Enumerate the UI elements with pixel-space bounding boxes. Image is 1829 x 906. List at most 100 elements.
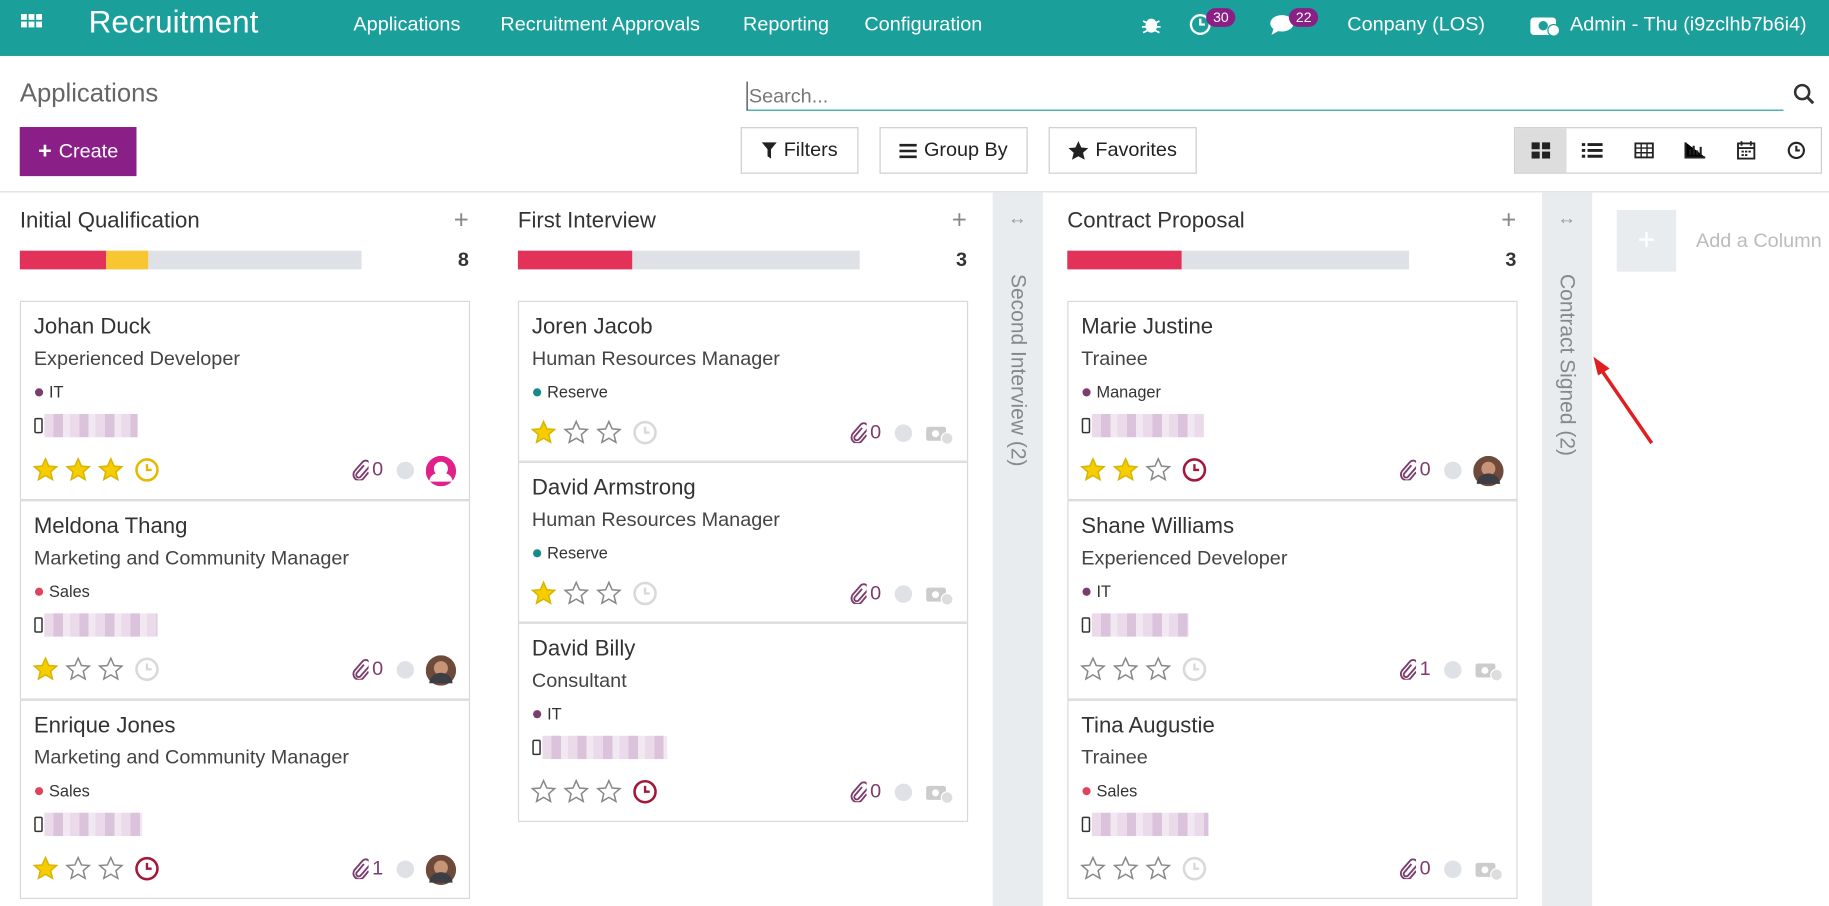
star[interactable] xyxy=(563,580,590,607)
tag: IT xyxy=(1096,581,1111,601)
group-by-button[interactable]: Group By xyxy=(879,127,1028,174)
star[interactable] xyxy=(32,855,59,882)
star[interactable] xyxy=(530,419,557,446)
applicant-name: Shane Williams xyxy=(1081,514,1235,539)
applicant-card[interactable]: Meldona Thang Marketing and Community Man… xyxy=(19,500,471,700)
star[interactable] xyxy=(1080,656,1106,682)
blurred-phone xyxy=(1091,812,1209,837)
applicant-card[interactable]: Enrique Jones Marketing and Community Man… xyxy=(19,699,471,900)
add-column-label[interactable]: Add a Column xyxy=(1696,229,1822,252)
avatar xyxy=(924,419,954,449)
calendar-view[interactable] xyxy=(1721,128,1772,172)
state-dot[interactable] xyxy=(396,860,415,879)
paperclip-icon xyxy=(1399,459,1417,481)
list-view[interactable] xyxy=(1567,128,1618,172)
message-icon[interactable] xyxy=(1269,13,1297,36)
star[interactable] xyxy=(596,580,622,607)
applicant-card[interactable]: Shane Williams Experienced Developer IT 1 xyxy=(1067,500,1518,700)
applicant-card[interactable]: Tina Augustie Trainee Sales 0 xyxy=(1067,699,1518,900)
star[interactable] xyxy=(530,778,557,805)
applicant-name: Meldona Thang xyxy=(33,514,188,539)
menu[interactable]: Configuration xyxy=(864,12,983,35)
state-dot[interactable] xyxy=(1444,860,1462,879)
filters-label: Filters xyxy=(783,138,838,161)
apps-icon[interactable] xyxy=(20,13,42,35)
activity-clock xyxy=(1182,457,1208,483)
avatar xyxy=(425,854,457,886)
star[interactable] xyxy=(32,656,59,682)
activity-clock xyxy=(1182,856,1208,882)
activity-view[interactable] xyxy=(1772,128,1821,172)
star[interactable] xyxy=(97,656,124,682)
star[interactable] xyxy=(596,778,622,805)
applicant-card[interactable]: Johan Duck Experienced Developer IT 0 xyxy=(19,300,471,501)
favorites-button[interactable]: Favorites xyxy=(1048,127,1197,174)
phone-icon xyxy=(532,739,541,756)
menu[interactable]: Recruitment Approvals xyxy=(500,12,700,35)
star[interactable] xyxy=(65,855,91,882)
applicant-card[interactable]: David Armstrong Human Resources Manager Re… xyxy=(517,461,969,623)
menu[interactable]: Reporting xyxy=(743,12,830,35)
column-count: 3 xyxy=(1505,248,1517,271)
state-dot[interactable] xyxy=(396,461,415,480)
company[interactable]: Conpany (LOS) xyxy=(1347,12,1486,35)
folded-column[interactable]: ↔ Contract Signed (2) xyxy=(1542,192,1593,906)
add-column-button[interactable]: + xyxy=(1616,209,1677,272)
debug-icon[interactable] xyxy=(1141,14,1162,35)
paperclip-icon xyxy=(850,422,867,444)
tag: Sales xyxy=(48,581,90,601)
group-by-label: Group By xyxy=(923,138,1008,161)
pivot-view[interactable] xyxy=(1618,128,1669,172)
star[interactable] xyxy=(1080,457,1106,483)
applicant-card[interactable]: Joren Jacob Human Resources Manager Reserv… xyxy=(517,300,969,462)
star[interactable] xyxy=(1112,656,1139,682)
tag-dot xyxy=(1082,388,1091,397)
star[interactable] xyxy=(65,457,91,483)
star[interactable] xyxy=(563,778,590,805)
folded-column[interactable]: ↔ Second Interview (2) xyxy=(992,192,1043,906)
column-add[interactable]: + xyxy=(453,205,469,235)
blurred-phone xyxy=(44,812,143,837)
job-title: Marketing and Community Manager xyxy=(33,746,350,769)
state-dot[interactable] xyxy=(1444,461,1462,480)
column-count: 3 xyxy=(955,248,967,271)
applicant-card[interactable]: David Billy Consultant IT 0 xyxy=(517,622,969,823)
applicant-card[interactable]: Marie Justine Trainee Manager 0 xyxy=(1067,300,1518,501)
star[interactable] xyxy=(1145,457,1172,483)
star[interactable] xyxy=(1112,855,1139,882)
star[interactable] xyxy=(97,457,124,483)
state-dot[interactable] xyxy=(396,661,415,679)
state-dot[interactable] xyxy=(894,424,913,442)
blurred-phone xyxy=(542,735,668,760)
state-dot[interactable] xyxy=(1444,661,1462,679)
star[interactable] xyxy=(32,457,59,483)
search-input[interactable]: Search... xyxy=(746,81,1784,111)
applicant-name: David Armstrong xyxy=(531,475,696,501)
star[interactable] xyxy=(1080,855,1106,882)
folded-column-title[interactable]: Contract Signed (2) xyxy=(1556,274,1580,457)
attachment-count: 0 xyxy=(1419,857,1431,880)
star[interactable] xyxy=(65,656,91,682)
app-name[interactable]: Recruitment xyxy=(88,4,259,40)
filters-button[interactable]: Filters xyxy=(740,127,859,174)
kanban-view[interactable] xyxy=(1515,128,1567,173)
graph-view[interactable] xyxy=(1669,128,1720,172)
star[interactable] xyxy=(563,419,590,446)
create-button[interactable]: + Create xyxy=(19,127,137,177)
search-icon[interactable] xyxy=(1793,83,1816,106)
star[interactable] xyxy=(1145,855,1172,882)
star[interactable] xyxy=(1145,656,1172,682)
star[interactable] xyxy=(596,419,622,446)
folded-column-title[interactable]: Second Interview (2) xyxy=(1006,274,1030,467)
column-add[interactable]: + xyxy=(1501,205,1517,235)
menu[interactable]: Applications xyxy=(353,12,461,35)
star[interactable] xyxy=(97,855,124,882)
user[interactable]: Admin - Thu (i9zclhb7b6i4) xyxy=(1570,12,1807,35)
column-add[interactable]: + xyxy=(951,205,967,235)
star[interactable] xyxy=(530,580,557,607)
state-dot[interactable] xyxy=(894,783,913,802)
attachment-count: 0 xyxy=(372,657,384,680)
state-dot[interactable] xyxy=(894,585,913,603)
job-title: Human Resources Manager xyxy=(531,347,780,370)
star[interactable] xyxy=(1112,457,1139,483)
